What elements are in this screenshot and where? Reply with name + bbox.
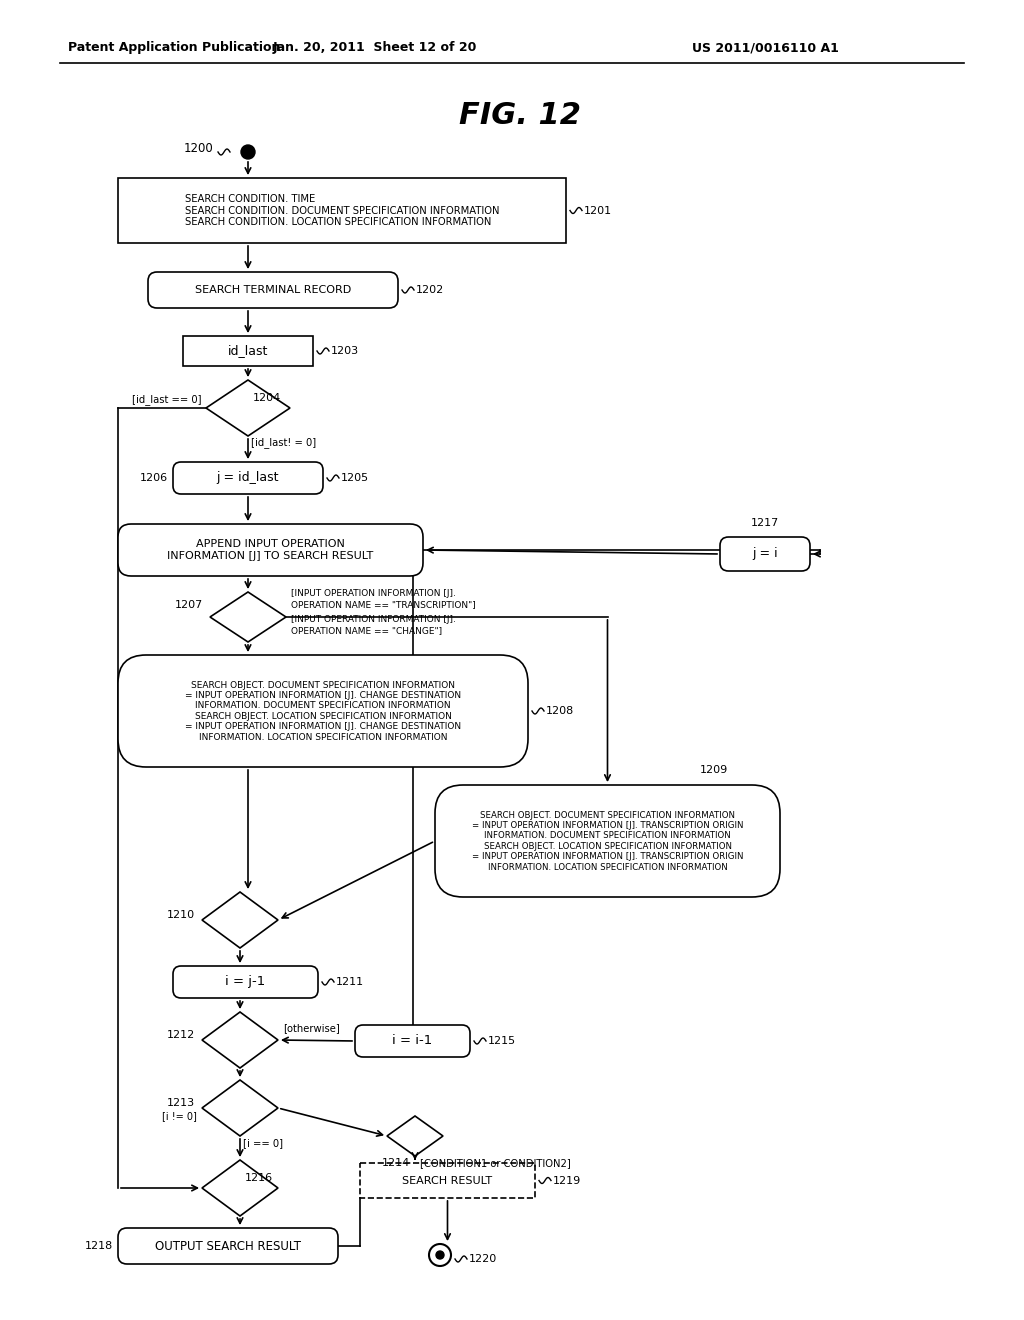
Polygon shape: [202, 892, 278, 948]
Polygon shape: [210, 591, 286, 642]
Bar: [183, 337, 313, 366]
Text: OUTPUT SEARCH RESULT: OUTPUT SEARCH RESULT: [155, 1239, 301, 1253]
FancyBboxPatch shape: [435, 785, 780, 898]
Text: 1201: 1201: [584, 206, 612, 215]
Text: [INPUT OPERATION INFORMATION [J].
OPERATION NAME == "CHANGE"]: [INPUT OPERATION INFORMATION [J]. OPERAT…: [291, 615, 456, 635]
Text: 1217: 1217: [751, 517, 779, 528]
Text: 1204: 1204: [253, 393, 282, 403]
Text: 1219: 1219: [553, 1176, 582, 1185]
Text: 1205: 1205: [341, 473, 369, 483]
Text: Jan. 20, 2011  Sheet 12 of 20: Jan. 20, 2011 Sheet 12 of 20: [272, 41, 477, 54]
Text: 1220: 1220: [469, 1254, 498, 1265]
Polygon shape: [206, 380, 290, 436]
Text: [id_last! = 0]: [id_last! = 0]: [251, 437, 316, 449]
Polygon shape: [202, 1080, 278, 1137]
Text: 1212: 1212: [167, 1030, 196, 1040]
Text: 1213: 1213: [167, 1098, 196, 1107]
Circle shape: [429, 1243, 451, 1266]
Text: id_last: id_last: [227, 345, 268, 358]
Text: i = i-1: i = i-1: [392, 1035, 432, 1048]
Text: 1206: 1206: [140, 473, 168, 483]
Text: 1218: 1218: [85, 1241, 113, 1251]
Text: j = i: j = i: [753, 548, 778, 561]
Text: SEARCH TERMINAL RECORD: SEARCH TERMINAL RECORD: [195, 285, 351, 294]
Text: 1200: 1200: [183, 143, 213, 156]
Text: 1208: 1208: [546, 706, 574, 715]
Text: US 2011/0016110 A1: US 2011/0016110 A1: [692, 41, 839, 54]
Bar: [360, 1163, 535, 1199]
Text: [i == 0]: [i == 0]: [243, 1138, 283, 1148]
Circle shape: [436, 1251, 444, 1259]
Text: [id_last == 0]: [id_last == 0]: [131, 395, 201, 405]
Text: SEARCH OBJECT. DOCUMENT SPECIFICATION INFORMATION
= INPUT OPERATION INFORMATION : SEARCH OBJECT. DOCUMENT SPECIFICATION IN…: [472, 810, 743, 871]
Text: i = j-1: i = j-1: [225, 975, 265, 989]
Text: 1210: 1210: [167, 909, 196, 920]
Circle shape: [241, 145, 255, 158]
Text: [i != 0]: [i != 0]: [162, 1111, 197, 1121]
Text: 1211: 1211: [336, 977, 365, 987]
Text: [otherwise]: [otherwise]: [283, 1023, 340, 1034]
Text: 1202: 1202: [416, 285, 444, 294]
FancyBboxPatch shape: [173, 462, 323, 494]
Text: SEARCH RESULT: SEARCH RESULT: [402, 1176, 493, 1185]
FancyBboxPatch shape: [173, 966, 318, 998]
Text: 1207: 1207: [175, 601, 203, 610]
Text: j = id_last: j = id_last: [217, 471, 280, 484]
Bar: [118, 178, 566, 243]
Text: 1209: 1209: [700, 766, 728, 775]
Text: APPEND INPUT OPERATION
INFORMATION [J] TO SEARCH RESULT: APPEND INPUT OPERATION INFORMATION [J] T…: [167, 539, 374, 561]
Text: 1214: 1214: [382, 1158, 410, 1168]
Text: Patent Application Publication: Patent Application Publication: [68, 41, 281, 54]
Polygon shape: [387, 1115, 443, 1156]
Text: SEARCH CONDITION. TIME
SEARCH CONDITION. DOCUMENT SPECIFICATION INFORMATION
SEAR: SEARCH CONDITION. TIME SEARCH CONDITION.…: [184, 194, 500, 227]
FancyBboxPatch shape: [118, 1228, 338, 1265]
Text: [CONDITION1 or CONDITION2]: [CONDITION1 or CONDITION2]: [420, 1158, 570, 1168]
FancyBboxPatch shape: [118, 524, 423, 576]
FancyBboxPatch shape: [355, 1026, 470, 1057]
Polygon shape: [202, 1012, 278, 1068]
Polygon shape: [202, 1160, 278, 1216]
FancyBboxPatch shape: [148, 272, 398, 308]
Text: FIG. 12: FIG. 12: [459, 100, 581, 129]
Text: 1203: 1203: [331, 346, 359, 356]
Text: 1215: 1215: [488, 1036, 516, 1045]
Text: 1216: 1216: [245, 1173, 273, 1183]
Text: [INPUT OPERATION INFORMATION [J].
OPERATION NAME == "TRANSCRIPTION"]: [INPUT OPERATION INFORMATION [J]. OPERAT…: [291, 589, 476, 609]
FancyBboxPatch shape: [720, 537, 810, 572]
FancyBboxPatch shape: [118, 655, 528, 767]
Text: SEARCH OBJECT. DOCUMENT SPECIFICATION INFORMATION
= INPUT OPERATION INFORMATION : SEARCH OBJECT. DOCUMENT SPECIFICATION IN…: [185, 681, 461, 742]
